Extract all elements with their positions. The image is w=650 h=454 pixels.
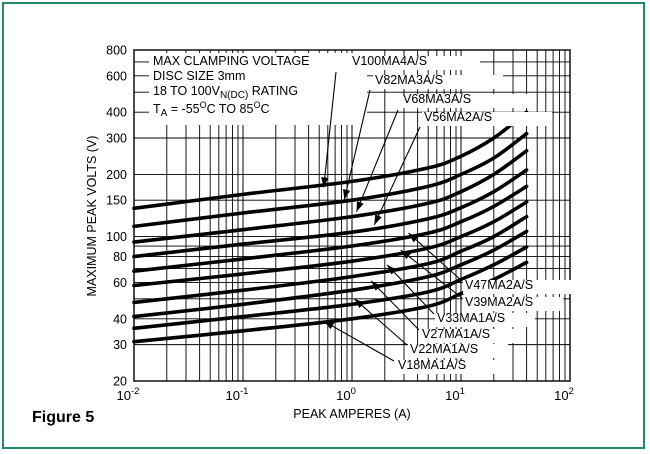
callout-arrow-v56ma2a-s	[374, 214, 382, 225]
callout-leader-v56ma2a-s	[373, 126, 421, 226]
x-tick-label: 10-2	[117, 386, 140, 403]
annotation-background	[149, 53, 367, 125]
x-tick-label: 10-1	[226, 386, 249, 403]
callout-leader-v68ma3a-s	[356, 109, 399, 212]
callout-arrow-v18ma1a-s	[323, 321, 335, 330]
callout-leader-v82ma3a-s	[343, 89, 371, 200]
y-tick-label: 100	[106, 230, 127, 244]
callout-leader-v100ma4a-s	[323, 71, 337, 188]
series-layer	[132, 110, 529, 344]
y-tick-label: 600	[106, 69, 127, 83]
y-tick-label: 800	[106, 44, 127, 58]
series-line-v18ma1a-s	[132, 260, 529, 344]
callout-bg-v18ma1a-s	[396, 360, 496, 374]
callout-arrow-v100ma4a-s	[321, 177, 329, 188]
y-tick-label: 40	[113, 312, 127, 326]
series-label-v22ma1a-s: V22MA1A/S	[410, 342, 478, 356]
series-line-v100ma4a-s	[132, 110, 529, 211]
callout-leader-v27ma1a-s	[370, 280, 420, 331]
callout-layer: V100MA4A/S V82MA3A/S V68MA3A/S V56MA2A/S V47…	[321, 54, 573, 374]
callout-bg-v100ma4a-s	[350, 56, 480, 70]
x-tick-label: 101	[445, 386, 465, 403]
series-label-v39ma2a-s: V39MA2A/S	[465, 295, 533, 309]
annotation-line-4: TA = -55OC TO 85OC	[153, 100, 269, 119]
y-tick-label: 150	[106, 194, 127, 208]
callout-leader-v33ma1a-s	[386, 264, 435, 315]
series-line-v22ma1a-s	[132, 245, 529, 331]
y-tick-labels: 20 30 40 60 80 100 150 200 300 400 600 800	[106, 44, 127, 389]
callout-bg-v68ma3a-s	[401, 94, 531, 108]
callout-arrow-v27ma1a-s	[371, 280, 381, 291]
series-line-v39ma2a-s	[132, 200, 529, 288]
series-line-v56ma2a-s	[132, 168, 529, 259]
y-tick-label: 80	[113, 250, 127, 264]
annotation-line-1: MAX CLAMPING VOLTAGE	[153, 54, 310, 68]
callout-arrow-v82ma3a-s	[343, 189, 351, 200]
y-tick-label: 60	[113, 276, 127, 290]
series-label-v100ma4a-s: V100MA4A/S	[352, 54, 427, 68]
callout-leader-v47ma2a-s	[408, 232, 463, 282]
annotation-line-2: DISC SIZE 3mm	[153, 69, 245, 83]
callout-arrow-v39ma2a-s	[400, 250, 411, 260]
series-line-v68ma3a-s	[132, 149, 529, 244]
series-label-v68ma3a-s: V68MA3A/S	[403, 92, 471, 106]
callout-bg-v82ma3a-s	[373, 75, 503, 89]
y-axis-label: MAXIMUM PEAK VOLTS (V)	[85, 136, 99, 297]
callout-leader-v22ma1a-s	[353, 298, 408, 346]
series-label-v47ma2a-s: V47MA2A/S	[465, 278, 533, 292]
callout-bg-v39ma2a-s	[463, 297, 563, 311]
callout-leader-v18ma1a-s	[323, 320, 395, 362]
callout-arrow-v22ma1a-s	[354, 298, 365, 309]
series-line-v33ma1a-s	[132, 214, 529, 305]
y-tick-label: 400	[106, 106, 127, 120]
series-line-v82ma3a-s	[132, 131, 529, 229]
callout-arrow-v47ma2a-s	[408, 233, 419, 243]
series-label-v33ma1a-s: V33MA1A/S	[437, 311, 505, 325]
y-tick-label: 30	[113, 338, 127, 352]
x-tick-label: 102	[554, 386, 574, 403]
x-tick-label: 100	[336, 386, 356, 403]
figure-caption: Figure 5	[32, 409, 95, 426]
x-tick-labels: 10-2 10-1 100 101 102	[117, 386, 574, 403]
plot-border	[133, 49, 571, 382]
series-line-v27ma1a-s	[132, 229, 529, 319]
y-tick-label: 300	[106, 132, 127, 146]
callout-bg-v27ma1a-s	[420, 329, 520, 343]
x-axis-label: PEAK AMPERES (A)	[293, 407, 410, 421]
series-label-v82ma3a-s: V82MA3A/S	[375, 73, 443, 87]
y-tick-label: 20	[113, 375, 127, 389]
callout-bg-v56ma2a-s	[422, 112, 552, 126]
callout-bg-v33ma1a-s	[435, 313, 535, 327]
series-label-v27ma1a-s: V27MA1A/S	[422, 327, 490, 341]
callout-arrow-v68ma3a-s	[356, 201, 364, 212]
series-label-v18ma1a-s: V18MA1A/S	[398, 358, 466, 372]
y-tick-label: 200	[106, 168, 127, 182]
callout-bg-v22ma1a-s	[408, 344, 508, 358]
callout-arrow-v33ma1a-s	[387, 264, 397, 275]
callout-bg-v47ma2a-s	[463, 280, 573, 294]
series-label-v56ma2a-s: V56MA2A/S	[424, 110, 492, 124]
annotation-line-3: 18 TO 100VN(DC) RATING	[153, 84, 298, 101]
callout-leader-v39ma2a-s	[400, 249, 463, 299]
